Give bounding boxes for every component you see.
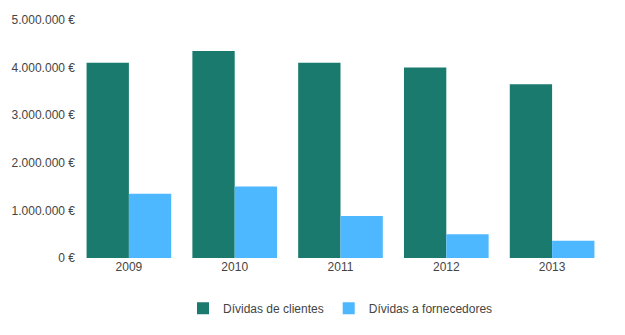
svg-text:5.000.000 €: 5.000.000 € — [12, 13, 76, 27]
svg-text:Dívidas a fornecedores: Dívidas a fornecedores — [369, 302, 492, 316]
svg-text:2013: 2013 — [539, 260, 566, 274]
svg-text:4.000.000 €: 4.000.000 € — [12, 61, 76, 75]
svg-text:2012: 2012 — [433, 260, 460, 274]
svg-text:2010: 2010 — [221, 260, 248, 274]
svg-text:1.000.000 €: 1.000.000 € — [12, 204, 76, 218]
svg-text:0 €: 0 € — [58, 251, 75, 265]
svg-text:2011: 2011 — [328, 260, 354, 274]
svg-text:3.000.000 €: 3.000.000 € — [12, 108, 76, 122]
svg-text:2009: 2009 — [116, 260, 143, 274]
svg-text:Dívidas de clientes: Dívidas de clientes — [223, 302, 324, 316]
svg-text:2.000.000 €: 2.000.000 € — [12, 156, 76, 170]
